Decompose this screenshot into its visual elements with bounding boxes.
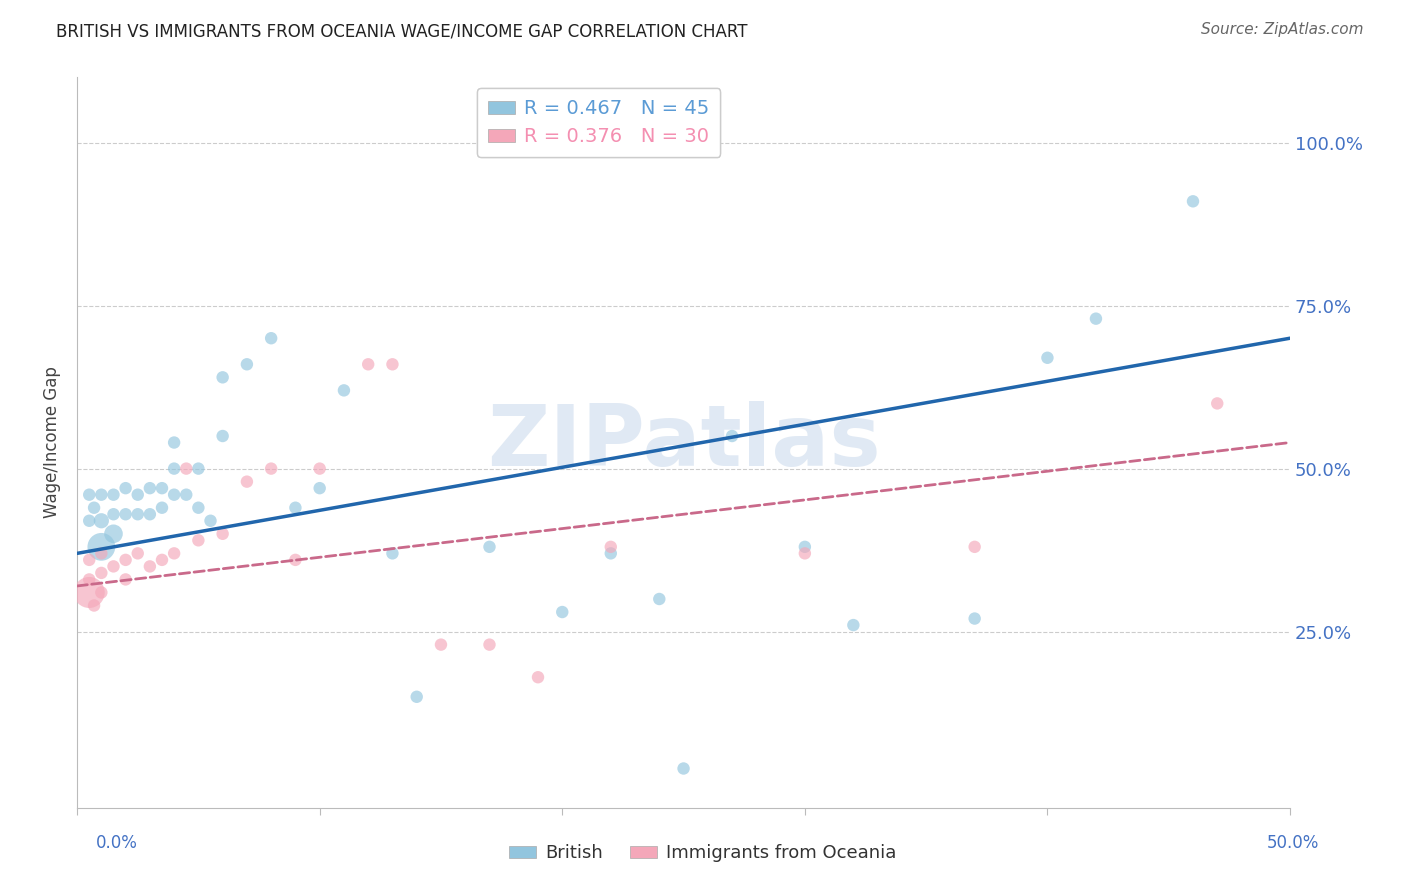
Point xyxy=(236,475,259,489)
Point xyxy=(527,670,550,684)
Point xyxy=(77,585,100,599)
Point xyxy=(103,526,125,541)
Point xyxy=(90,585,112,599)
Point xyxy=(308,461,330,475)
Legend: British, Immigrants from Oceania: British, Immigrants from Oceania xyxy=(502,838,904,870)
Point xyxy=(381,546,404,560)
Point xyxy=(127,546,149,560)
Point xyxy=(150,553,173,567)
Point xyxy=(260,331,283,345)
Point xyxy=(1181,194,1204,209)
Point xyxy=(963,540,986,554)
Point xyxy=(83,599,105,613)
Point xyxy=(599,540,621,554)
Point xyxy=(405,690,427,704)
Point xyxy=(211,370,233,384)
Point xyxy=(163,488,186,502)
Point xyxy=(187,500,209,515)
Point xyxy=(114,573,136,587)
Point xyxy=(127,508,149,522)
Point xyxy=(1084,311,1107,326)
Point xyxy=(381,357,404,371)
Point xyxy=(90,514,112,528)
Point xyxy=(1036,351,1059,365)
Point xyxy=(77,514,100,528)
Legend: R = 0.467   N = 45, R = 0.376   N = 30: R = 0.467 N = 45, R = 0.376 N = 30 xyxy=(477,88,720,157)
Point xyxy=(174,488,197,502)
Text: 0.0%: 0.0% xyxy=(96,834,138,852)
Point xyxy=(90,566,112,580)
Point xyxy=(103,488,125,502)
Point xyxy=(599,546,621,560)
Point xyxy=(90,488,112,502)
Point xyxy=(963,611,986,625)
Point xyxy=(163,461,186,475)
Point xyxy=(430,638,453,652)
Point xyxy=(103,508,125,522)
Text: BRITISH VS IMMIGRANTS FROM OCEANIA WAGE/INCOME GAP CORRELATION CHART: BRITISH VS IMMIGRANTS FROM OCEANIA WAGE/… xyxy=(56,22,748,40)
Point xyxy=(187,533,209,548)
Y-axis label: Wage/Income Gap: Wage/Income Gap xyxy=(44,367,60,518)
Point xyxy=(163,435,186,450)
Point xyxy=(150,500,173,515)
Point xyxy=(139,559,162,574)
Point xyxy=(842,618,865,632)
Text: 50.0%: 50.0% xyxy=(1267,834,1319,852)
Text: ZIPatlas: ZIPatlas xyxy=(486,401,880,484)
Point xyxy=(139,508,162,522)
Point xyxy=(236,357,259,371)
Point xyxy=(793,540,815,554)
Point xyxy=(90,540,112,554)
Point xyxy=(260,461,283,475)
Point xyxy=(672,762,695,776)
Point xyxy=(90,546,112,560)
Point xyxy=(551,605,574,619)
Point xyxy=(77,553,100,567)
Point xyxy=(211,526,233,541)
Point xyxy=(114,508,136,522)
Point xyxy=(211,429,233,443)
Point xyxy=(150,481,173,495)
Point xyxy=(163,546,186,560)
Point xyxy=(77,573,100,587)
Point xyxy=(308,481,330,495)
Point xyxy=(103,559,125,574)
Point xyxy=(127,488,149,502)
Point xyxy=(174,461,197,475)
Point xyxy=(478,540,501,554)
Point xyxy=(83,500,105,515)
Text: Source: ZipAtlas.com: Source: ZipAtlas.com xyxy=(1201,22,1364,37)
Point xyxy=(284,500,307,515)
Point xyxy=(77,488,100,502)
Point xyxy=(187,461,209,475)
Point xyxy=(333,384,356,398)
Point xyxy=(1206,396,1229,410)
Point xyxy=(139,481,162,495)
Point xyxy=(721,429,744,443)
Point xyxy=(114,553,136,567)
Point xyxy=(478,638,501,652)
Point xyxy=(648,592,671,607)
Point xyxy=(200,514,222,528)
Point xyxy=(114,481,136,495)
Point xyxy=(284,553,307,567)
Point xyxy=(357,357,380,371)
Point xyxy=(793,546,815,560)
